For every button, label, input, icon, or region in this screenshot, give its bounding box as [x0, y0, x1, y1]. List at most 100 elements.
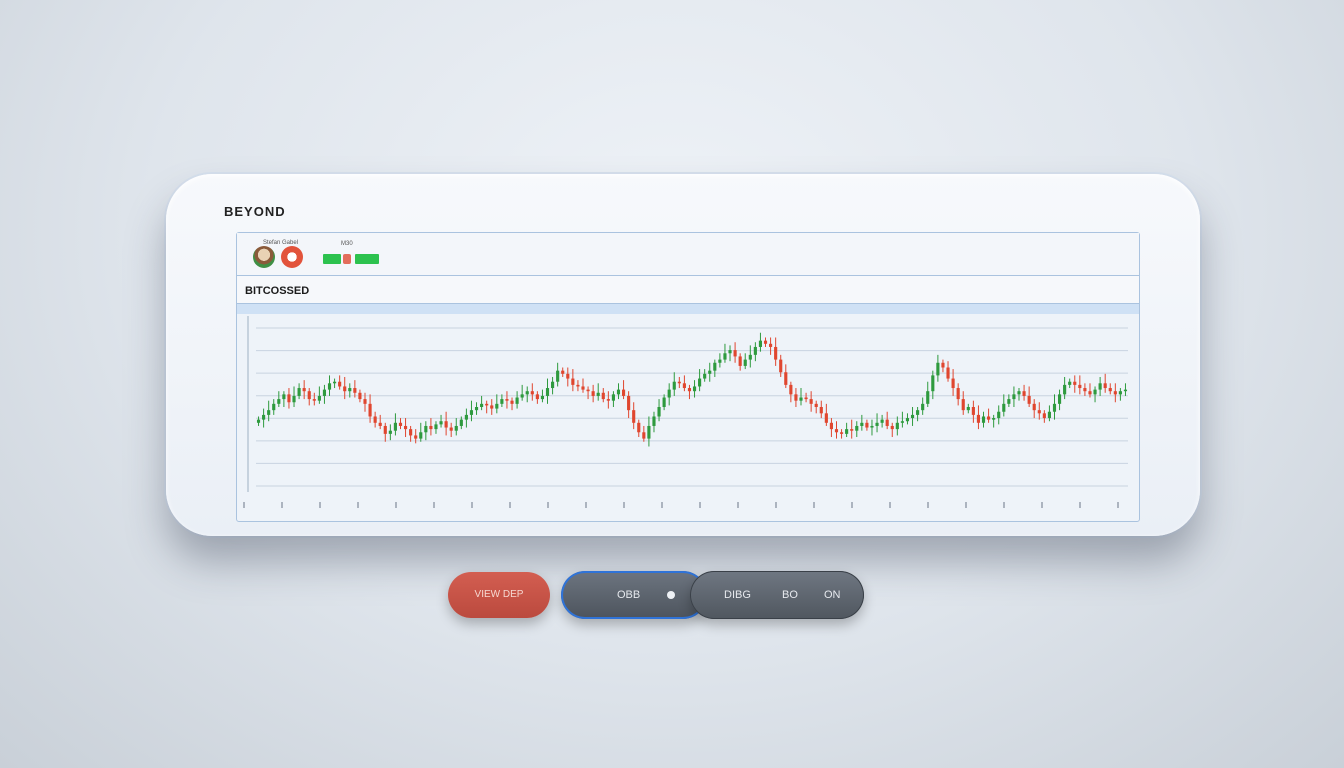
- candle-body[interactable]: [1032, 403, 1036, 411]
- candle-body[interactable]: [317, 395, 321, 401]
- candle-body[interactable]: [373, 416, 377, 423]
- candle-body[interactable]: [591, 391, 595, 396]
- candle-body[interactable]: [601, 392, 605, 400]
- candle-body[interactable]: [1083, 388, 1087, 392]
- candle-body[interactable]: [576, 384, 580, 387]
- candle-body[interactable]: [495, 403, 499, 409]
- candle-body[interactable]: [292, 395, 296, 403]
- candle-body[interactable]: [505, 399, 509, 401]
- candle-body[interactable]: [343, 386, 347, 392]
- candle-body[interactable]: [860, 422, 864, 426]
- candle-body[interactable]: [713, 362, 717, 371]
- candle-body[interactable]: [348, 388, 352, 392]
- candle-body[interactable]: [287, 394, 291, 403]
- candle-body[interactable]: [916, 410, 920, 415]
- candle-body[interactable]: [834, 429, 839, 433]
- candle-body[interactable]: [1068, 381, 1072, 385]
- badge-a[interactable]: [323, 254, 341, 264]
- candle-body[interactable]: [1123, 389, 1128, 392]
- candle-body[interactable]: [262, 414, 266, 420]
- candle-body[interactable]: [748, 354, 752, 360]
- candle-body[interactable]: [1093, 389, 1097, 395]
- candle-body[interactable]: [307, 391, 311, 400]
- candle-body[interactable]: [839, 432, 844, 434]
- candle-body[interactable]: [1042, 413, 1046, 419]
- candle-body[interactable]: [272, 403, 276, 411]
- candle-body[interactable]: [333, 381, 337, 384]
- candle-body[interactable]: [500, 399, 504, 404]
- candle-body[interactable]: [809, 399, 813, 404]
- candle-body[interactable]: [1007, 399, 1011, 404]
- candle-body[interactable]: [1002, 403, 1006, 412]
- candle-body[interactable]: [971, 407, 975, 415]
- candle-body[interactable]: [758, 340, 763, 347]
- candle-body[interactable]: [409, 429, 413, 436]
- candle-body[interactable]: [672, 381, 676, 390]
- candle-body[interactable]: [951, 378, 955, 389]
- candle-body[interactable]: [302, 388, 306, 392]
- candle-body[interactable]: [1118, 391, 1122, 395]
- candle-body[interactable]: [378, 422, 382, 426]
- candle-body[interactable]: [718, 359, 722, 363]
- candle-body[interactable]: [936, 362, 940, 376]
- candle-body[interactable]: [1022, 391, 1026, 396]
- candle-body[interactable]: [327, 383, 332, 390]
- candle-body[interactable]: [556, 370, 560, 382]
- candle-body[interactable]: [931, 375, 935, 392]
- candle-body[interactable]: [464, 414, 468, 420]
- candle-body[interactable]: [850, 429, 854, 431]
- candle-body[interactable]: [586, 389, 590, 392]
- segment-1[interactable]: DIBG: [724, 589, 751, 601]
- candle-body[interactable]: [905, 418, 910, 422]
- candle-body[interactable]: [753, 346, 757, 355]
- candle-body[interactable]: [819, 407, 823, 414]
- candle-body[interactable]: [393, 422, 397, 431]
- candle-body[interactable]: [698, 378, 702, 387]
- candle-body[interactable]: [789, 384, 793, 395]
- candle-body[interactable]: [1103, 383, 1107, 389]
- candle-body[interactable]: [1098, 383, 1102, 390]
- candle-body[interactable]: [703, 373, 707, 379]
- candle-body[interactable]: [551, 381, 555, 389]
- candle-body[interactable]: [1047, 411, 1051, 419]
- candle-body[interactable]: [824, 413, 828, 423]
- candle-body[interactable]: [616, 389, 621, 395]
- candle-body[interactable]: [606, 399, 610, 401]
- badge-b-icon[interactable]: [343, 254, 351, 264]
- candle-body[interactable]: [571, 378, 575, 385]
- candle-body[interactable]: [449, 427, 453, 431]
- candle-body[interactable]: [368, 403, 372, 417]
- candle-body[interactable]: [987, 416, 991, 420]
- candle-body[interactable]: [429, 425, 433, 430]
- candle-body[interactable]: [794, 394, 798, 401]
- candle-body[interactable]: [434, 424, 438, 430]
- candle-body[interactable]: [723, 353, 727, 360]
- candle-body[interactable]: [256, 419, 261, 423]
- candle-body[interactable]: [490, 405, 494, 409]
- record-icon[interactable]: [281, 246, 303, 268]
- candle-body[interactable]: [966, 407, 970, 411]
- candle-body[interactable]: [1017, 391, 1021, 395]
- candle-body[interactable]: [403, 425, 408, 430]
- candle-body[interactable]: [865, 422, 869, 428]
- candle-body[interactable]: [743, 359, 747, 366]
- candle-body[interactable]: [1027, 395, 1031, 404]
- candle-body[interactable]: [459, 419, 463, 426]
- candle-body[interactable]: [926, 391, 930, 404]
- candle-body[interactable]: [687, 388, 692, 392]
- candle-body[interactable]: [525, 391, 529, 395]
- candle-body[interactable]: [474, 407, 479, 411]
- candle-body[interactable]: [510, 400, 514, 404]
- candle-body[interactable]: [647, 425, 651, 439]
- candle-body[interactable]: [1012, 394, 1016, 400]
- candle-body[interactable]: [282, 394, 286, 400]
- candle-body[interactable]: [804, 397, 808, 400]
- candle-body[interactable]: [682, 383, 686, 389]
- candle-body[interactable]: [530, 391, 534, 395]
- candle-body[interactable]: [814, 403, 818, 407]
- candle-body[interactable]: [388, 430, 392, 434]
- candle-body[interactable]: [855, 425, 859, 431]
- candle-body[interactable]: [480, 403, 484, 407]
- candle-body[interactable]: [353, 388, 357, 393]
- candle-body[interactable]: [535, 394, 539, 400]
